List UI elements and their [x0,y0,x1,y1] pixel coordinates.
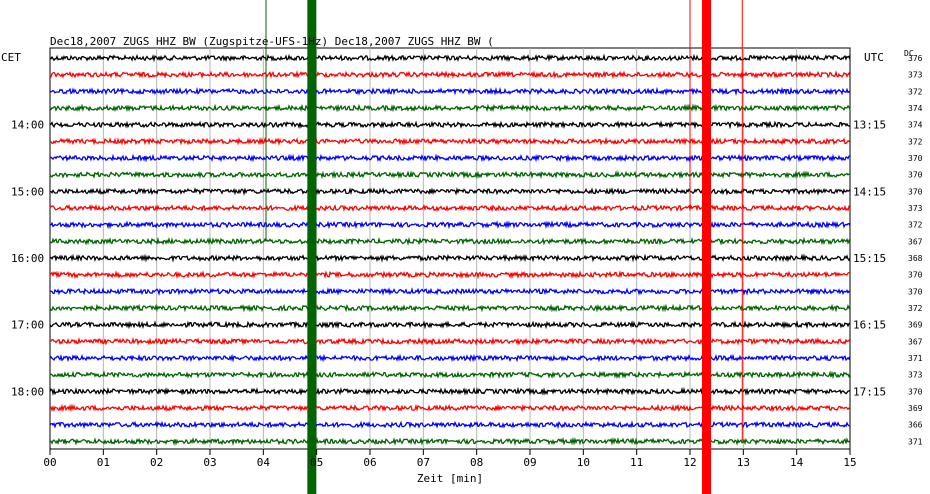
dc-value-22: 366 [908,421,923,430]
trace-18 [49,353,851,363]
trace-2 [49,86,851,96]
trace-23 [49,436,851,446]
dc-value-9: 373 [908,204,923,213]
left-time-label-3: 17:00 [11,319,44,332]
event-marks [265,0,743,494]
x-tick-label-3: 03 [203,456,216,469]
dc-value-6: 370 [908,154,923,163]
left-time-label-0: 14:00 [11,119,44,132]
trace-5 [49,136,851,146]
trace-16 [49,320,851,330]
dc-value-0: 376 [908,54,923,63]
left-time-label-2: 16:00 [11,252,44,265]
trace-22 [49,420,851,430]
x-tick-label-4: 04 [257,456,271,469]
plot-frame [49,47,851,450]
trace-3 [49,103,851,113]
trace-20 [49,386,851,396]
trace-14 [49,286,851,296]
chart-title: Dec18,2007 ZUGS HHZ BW (Zugspitze-UFS-1H… [50,35,494,48]
right-timezone-label: UTC [864,51,884,64]
trace-9 [49,203,851,213]
trace-4 [49,120,851,130]
trace-6 [49,153,851,163]
trace-15 [49,303,851,313]
dc-value-8: 370 [908,187,923,196]
x-axis-ticks: 00 01 02 03 04 05 06 07 08 09 10 11 12 13 14 15 [43,449,857,469]
x-tick-label-15: 15 [843,456,856,469]
trace-21 [49,403,851,413]
dc-value-3: 374 [908,104,923,113]
trace-7 [49,170,851,180]
right-time-label-3: 16:15 [853,319,886,332]
dc-value-15: 372 [908,304,923,313]
dc-value-23: 371 [908,437,923,446]
event-band-1 [307,0,317,494]
x-tick-label-12: 12 [683,456,696,469]
x-tick-label-8: 08 [470,456,483,469]
dc-value-20: 370 [908,387,923,396]
dc-value-17: 367 [908,337,923,346]
dc-value-13: 370 [908,271,923,280]
trace-1 [49,69,851,80]
right-time-label-4: 17:15 [853,385,886,398]
x-tick-label-14: 14 [790,456,804,469]
x-tick-label-11: 11 [630,456,643,469]
x-tick-label-6: 06 [363,456,376,469]
dc-label: DC [904,49,914,58]
dc-value-4: 374 [908,121,923,130]
x-tick-label-10: 10 [577,456,590,469]
trace-lines [49,53,851,446]
trace-13 [49,270,851,280]
right-time-label-2: 15:15 [853,252,886,265]
left-time-label-4: 18:00 [11,385,44,398]
time-labels: 14:00 15:00 16:00 17:00 18:00 13:15 14:15 15:15… [11,119,886,399]
dc-value-18: 371 [908,354,923,363]
dc-value-12: 368 [908,254,923,263]
x-tick-label-1: 01 [97,456,110,469]
x-axis-label: Zeit [min] [417,472,483,485]
dc-values: 376 373 372 374 374 372 370 370 370 373 372 367 368 3… [908,54,923,446]
x-tick-label-9: 09 [523,456,536,469]
left-time-label-1: 15:00 [11,185,44,198]
dc-value-10: 372 [908,221,923,230]
left-timezone-label: CET [1,51,21,64]
dc-value-1: 373 [908,71,923,80]
trace-8 [49,187,851,196]
trace-11 [49,236,851,246]
dc-value-16: 369 [908,321,923,330]
dc-value-2: 372 [908,87,923,96]
x-tick-label-5: 05 [310,456,323,469]
x-tick-label-13: 13 [737,456,750,469]
trace-17 [49,336,851,346]
dc-value-11: 367 [908,237,923,246]
event-band-3 [702,0,711,494]
trace-19 [49,370,851,380]
dc-value-7: 370 [908,171,923,180]
right-time-label-1: 14:15 [853,185,886,198]
x-tick-label-2: 02 [150,456,163,469]
trace-0 [49,53,851,63]
dc-value-19: 373 [908,371,923,380]
dc-value-21: 369 [908,404,923,413]
dc-value-14: 370 [908,287,923,296]
x-tick-label-0: 00 [43,456,56,469]
trace-10 [49,220,851,230]
dc-value-5: 372 [908,137,923,146]
x-tick-label-7: 07 [417,456,430,469]
trace-12 [49,253,851,263]
right-time-label-0: 13:15 [853,119,886,132]
